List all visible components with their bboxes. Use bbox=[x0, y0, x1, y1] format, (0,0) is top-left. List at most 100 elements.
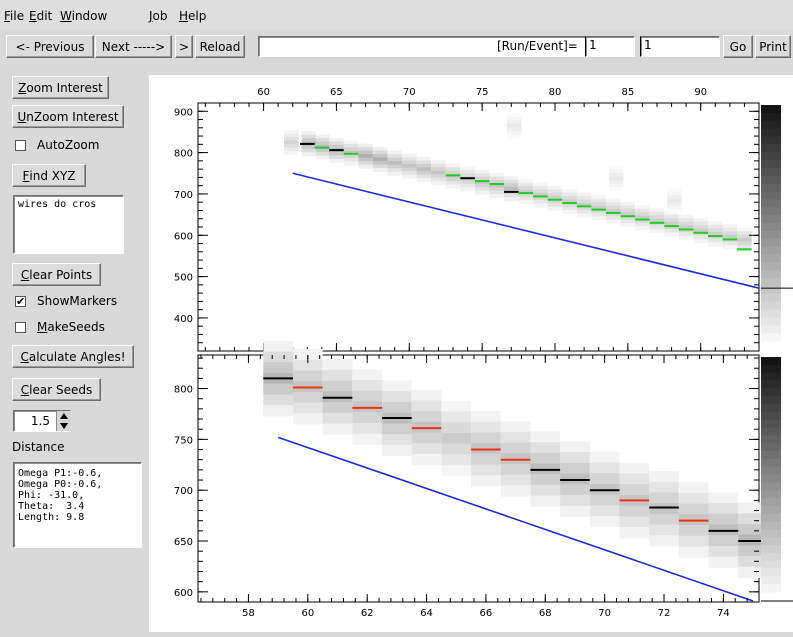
hit-cell bbox=[283, 144, 299, 149]
hit-cell bbox=[530, 484, 561, 497]
hit-cell bbox=[500, 431, 531, 444]
x-tick-label: 64 bbox=[420, 608, 433, 619]
palette-cell bbox=[761, 270, 781, 279]
previous-button[interactable]: <- Previous bbox=[6, 35, 94, 58]
menu-file[interactable]: File bbox=[4, 9, 24, 23]
hit-cell bbox=[474, 187, 490, 192]
menu-help[interactable]: Help bbox=[179, 9, 206, 23]
palette-cell bbox=[761, 498, 781, 507]
hit-cell bbox=[576, 206, 592, 211]
hit-cell bbox=[635, 205, 650, 210]
hit-cell bbox=[460, 173, 475, 178]
hit-cell bbox=[738, 566, 768, 578]
hit-cell bbox=[316, 138, 331, 143]
palette-cell bbox=[761, 167, 781, 177]
hit-cell bbox=[358, 150, 373, 155]
hit-cell bbox=[708, 235, 723, 240]
hit-cell bbox=[620, 219, 636, 224]
hit-cell bbox=[589, 462, 620, 474]
next-button[interactable]: Next -----> bbox=[95, 35, 172, 58]
autozoom-checkbox[interactable] bbox=[15, 140, 26, 151]
hit-cell bbox=[489, 190, 504, 195]
forward-button[interactable]: > bbox=[175, 35, 193, 58]
menu-job-label: Job bbox=[149, 9, 168, 23]
color-palette-2 bbox=[761, 357, 793, 602]
hit-cell bbox=[372, 164, 388, 169]
hit-cell bbox=[372, 157, 388, 162]
menu-edit[interactable]: Edit bbox=[29, 9, 52, 23]
hit-cell bbox=[263, 351, 293, 363]
hit-cell bbox=[667, 191, 682, 196]
event-input[interactable]: 1 bbox=[640, 36, 720, 57]
hit-column bbox=[372, 146, 388, 172]
hit-cell bbox=[619, 462, 650, 475]
hit-cell bbox=[708, 228, 723, 233]
hit-cell bbox=[329, 155, 344, 160]
hit-column bbox=[649, 208, 665, 234]
hit-cell bbox=[619, 484, 650, 496]
hit-cell bbox=[649, 535, 679, 547]
menu-window[interactable]: Window bbox=[60, 9, 107, 23]
hit-cell bbox=[506, 116, 522, 121]
hit-cell bbox=[667, 201, 682, 206]
hit-column bbox=[608, 165, 624, 191]
hit-cell bbox=[322, 402, 353, 414]
hit-cell bbox=[411, 453, 442, 466]
hit-column bbox=[533, 182, 548, 208]
hit-cell bbox=[292, 370, 323, 382]
hit-cell bbox=[576, 202, 592, 207]
palette-cell bbox=[761, 427, 781, 436]
hit-cell bbox=[620, 215, 636, 220]
hit-cell bbox=[301, 131, 317, 136]
palette-cell bbox=[761, 238, 781, 248]
hit-cell bbox=[358, 161, 373, 166]
hit-cell bbox=[678, 546, 709, 558]
make-seeds-checkbox[interactable] bbox=[15, 322, 26, 333]
run-input[interactable]: 1 bbox=[585, 36, 635, 57]
reload-button[interactable]: Reload bbox=[195, 35, 245, 58]
hit-cell bbox=[518, 182, 534, 187]
hit-cell bbox=[263, 394, 293, 406]
palette-cell bbox=[761, 207, 781, 216]
hit-cell bbox=[530, 442, 561, 454]
spin-up-icon[interactable] bbox=[60, 413, 68, 419]
hit-cell bbox=[500, 464, 531, 476]
hit-cell bbox=[560, 462, 590, 475]
hit-cell bbox=[471, 453, 501, 466]
palette-cell bbox=[761, 325, 781, 334]
hit-cell bbox=[402, 164, 417, 169]
hit-cell bbox=[292, 359, 323, 371]
hit-cell bbox=[649, 470, 679, 483]
palette-cell bbox=[761, 223, 781, 232]
spin-down-icon[interactable] bbox=[60, 423, 68, 429]
hit-cell bbox=[530, 452, 561, 464]
find-xyz-text[interactable]: wires do cros bbox=[13, 195, 124, 254]
palette-cell bbox=[761, 411, 781, 421]
hit-cell bbox=[292, 349, 323, 361]
hit-cell bbox=[343, 147, 359, 152]
hit-cell bbox=[316, 155, 331, 160]
hit-cell bbox=[562, 189, 577, 194]
hit-cell bbox=[635, 212, 650, 217]
hit-cell bbox=[445, 163, 461, 168]
print-button[interactable]: Print bbox=[755, 35, 791, 58]
hit-cell bbox=[606, 198, 621, 203]
hit-cell bbox=[576, 192, 592, 197]
hit-column bbox=[678, 214, 694, 240]
hit-cell bbox=[301, 145, 317, 150]
hit-cell bbox=[431, 177, 446, 182]
hit-cell bbox=[620, 208, 636, 213]
plots-svg[interactable]: 400 500 600 700 800 900 60 65 70 75 80 85 90 600 650 70… bbox=[149, 75, 793, 632]
menu-job[interactable]: Job bbox=[149, 9, 168, 23]
hit-cell bbox=[533, 203, 548, 208]
distance-spin-arrows[interactable] bbox=[56, 411, 71, 431]
x-tick-label: 60 bbox=[301, 608, 314, 619]
go-button[interactable]: Go bbox=[723, 35, 753, 58]
show-markers-checkbox[interactable]: ✔ bbox=[15, 295, 26, 308]
